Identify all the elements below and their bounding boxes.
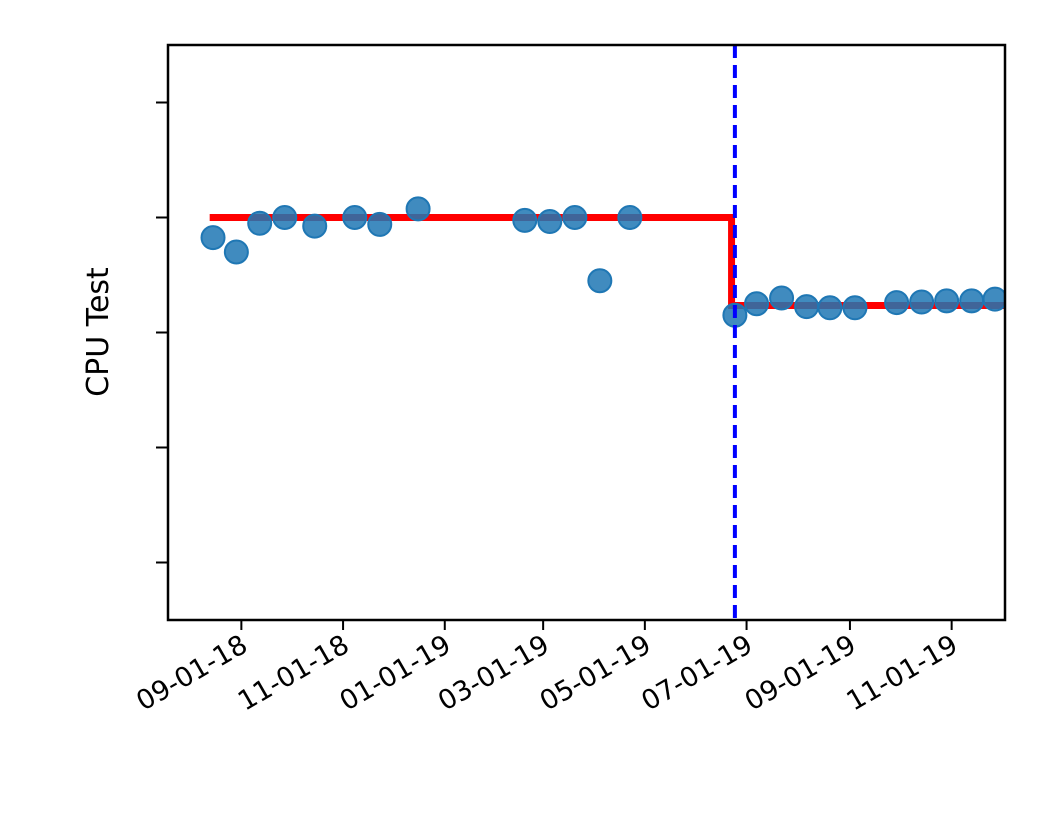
data-point (405, 196, 431, 222)
x-tick-label: 11-01-19 (842, 629, 964, 717)
data-point (794, 294, 820, 320)
y-axis-label: CPU Test (81, 267, 116, 397)
data-point (562, 205, 588, 230)
plot-area (200, 45, 1033, 620)
data-point (367, 211, 393, 237)
data-point (934, 288, 960, 314)
x-tick-label: 07-01-19 (636, 629, 758, 717)
data-point (982, 286, 1005, 312)
x-axis: 09-01-1811-01-1801-01-1903-01-1905-01-19… (131, 620, 963, 717)
data-point (272, 205, 298, 230)
x-tick-label: 01-01-19 (335, 629, 457, 717)
data-point (744, 291, 770, 317)
x-tick-label: 03-01-19 (433, 629, 555, 717)
x-tick-label: 11-01-18 (233, 629, 355, 717)
data-point (817, 295, 843, 321)
data-point (302, 213, 328, 239)
data-point (512, 207, 538, 233)
data-point (959, 288, 985, 314)
y-axis (156, 101, 168, 564)
data-point (200, 225, 226, 251)
data-point (342, 205, 368, 230)
data-point (884, 290, 910, 316)
x-tick-label: 09-01-19 (740, 629, 862, 717)
x-tick-label: 05-01-19 (535, 629, 657, 717)
data-point (537, 209, 563, 235)
data-point (617, 205, 643, 230)
fit-line (209, 214, 1005, 309)
data-point (1010, 292, 1033, 315)
data-point (909, 289, 935, 315)
plot-frame (166, 43, 1007, 622)
data-point (769, 285, 795, 311)
data-point (247, 210, 273, 236)
data-point (587, 268, 613, 294)
data-point (842, 295, 868, 321)
data-point (223, 239, 249, 265)
x-tick-label: 09-01-18 (131, 629, 253, 717)
